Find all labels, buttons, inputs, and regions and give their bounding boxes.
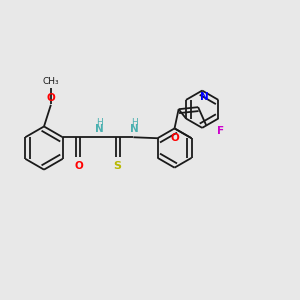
Text: F: F (217, 126, 224, 136)
Text: N: N (200, 92, 209, 102)
Text: CH₃: CH₃ (43, 77, 59, 86)
Text: N: N (94, 124, 103, 134)
Text: O: O (170, 133, 179, 143)
Text: O: O (74, 161, 83, 171)
Text: H: H (131, 118, 138, 127)
Text: N: N (130, 124, 139, 134)
Text: O: O (46, 93, 55, 103)
Text: H: H (96, 118, 102, 127)
Text: S: S (114, 161, 122, 171)
